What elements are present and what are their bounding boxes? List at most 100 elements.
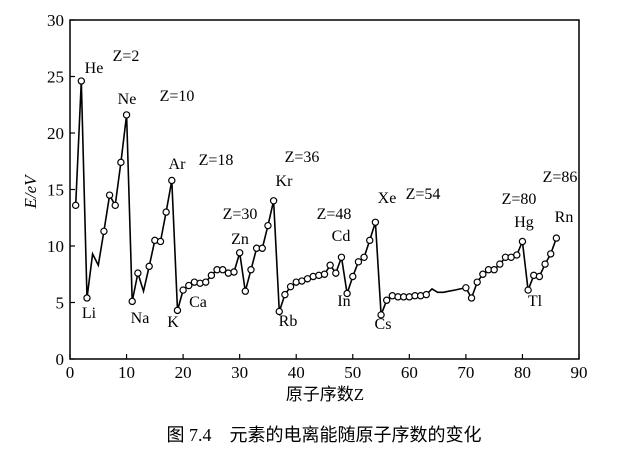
data-point bbox=[168, 176, 176, 185]
data-point bbox=[286, 282, 295, 291]
x-tick-label: 50 bbox=[344, 363, 361, 382]
element-label-rn: Rn bbox=[555, 209, 574, 226]
data-point bbox=[371, 218, 380, 226]
y-axis-ticks: 0 5 10 15 20 25 30 bbox=[47, 11, 75, 369]
data-point bbox=[235, 249, 244, 257]
element-label-he: He bbox=[85, 60, 104, 77]
data-point bbox=[122, 111, 131, 119]
data-point bbox=[71, 201, 80, 210]
data-point bbox=[320, 270, 329, 278]
y-tick-label: 20 bbox=[47, 124, 64, 143]
y-tick-label: 10 bbox=[47, 237, 64, 256]
data-point bbox=[247, 266, 255, 274]
data-point bbox=[83, 294, 91, 302]
data-point bbox=[218, 266, 227, 274]
z-annotations: Z=2 Z=10 Z=18 Z=30 Z=36 Z=48 Z=54 Z=80 Z=86 bbox=[113, 48, 578, 223]
data-point bbox=[100, 227, 108, 236]
data-point bbox=[128, 297, 136, 306]
element-label-ar: Ar bbox=[169, 156, 187, 173]
element-labels: He Li Ne Na Ar K Ca Zn Kr Rb Cd In Xe Cs Hg Tl Rn bbox=[82, 60, 573, 333]
data-point bbox=[258, 244, 266, 252]
data-point bbox=[275, 307, 283, 316]
data-point bbox=[360, 253, 368, 261]
data-point bbox=[349, 272, 357, 281]
data-point bbox=[377, 311, 385, 319]
data-point bbox=[383, 296, 391, 304]
element-label-ca: Ca bbox=[189, 294, 207, 311]
element-label-in: In bbox=[337, 293, 350, 310]
y-tick-label: 30 bbox=[47, 11, 64, 30]
data-point bbox=[518, 237, 527, 246]
z-annotation: Z=30 bbox=[223, 206, 258, 223]
data-point bbox=[145, 262, 153, 271]
element-label-cs: Cs bbox=[375, 316, 392, 333]
z-annotation: Z=10 bbox=[160, 88, 195, 105]
element-label-hg: Hg bbox=[514, 214, 534, 231]
x-tick-label: 70 bbox=[457, 363, 474, 382]
data-point bbox=[162, 208, 170, 216]
data-point bbox=[281, 290, 289, 299]
data-point bbox=[513, 251, 521, 259]
x-tick-label: 0 bbox=[66, 363, 75, 382]
data-point bbox=[354, 258, 363, 266]
data-point bbox=[156, 237, 165, 246]
data-point bbox=[77, 77, 86, 85]
data-point bbox=[547, 250, 555, 258]
data-point bbox=[264, 221, 272, 230]
data-point bbox=[524, 286, 532, 294]
z-annotation: Z=48 bbox=[317, 206, 352, 223]
y-tick-label: 0 bbox=[56, 350, 65, 369]
x-tick-label: 10 bbox=[118, 363, 135, 382]
data-point bbox=[479, 270, 487, 278]
data-point bbox=[366, 236, 374, 245]
data-point bbox=[343, 289, 351, 298]
z-annotation: Z=2 bbox=[113, 48, 140, 65]
x-tick-label: 30 bbox=[231, 363, 248, 382]
data-point bbox=[337, 253, 346, 261]
z-annotation: Z=80 bbox=[502, 191, 537, 208]
element-label-xe: Xe bbox=[378, 190, 397, 207]
x-tick-label: 60 bbox=[401, 363, 418, 382]
y-tick-label: 25 bbox=[47, 68, 64, 87]
series-markers bbox=[71, 77, 561, 319]
data-point bbox=[422, 290, 430, 299]
figure-caption: 图 7.4 元素的电离能随原子序数的变化 bbox=[167, 425, 482, 445]
data-point bbox=[230, 268, 238, 276]
data-point bbox=[111, 201, 119, 210]
data-point bbox=[241, 287, 250, 295]
x-tick-label: 80 bbox=[514, 363, 531, 382]
data-point bbox=[541, 260, 549, 268]
x-tick-label: 20 bbox=[175, 363, 192, 382]
y-tick-label: 15 bbox=[47, 181, 64, 200]
data-point bbox=[173, 306, 182, 315]
element-label-cd: Cd bbox=[332, 228, 351, 245]
element-label-li: Li bbox=[82, 305, 97, 322]
data-point bbox=[134, 269, 142, 277]
data-point bbox=[535, 272, 544, 281]
data-point bbox=[105, 191, 114, 199]
element-label-tl: Tl bbox=[528, 293, 543, 310]
x-tick-label: 90 bbox=[571, 363, 588, 382]
element-label-na: Na bbox=[131, 310, 150, 327]
z-annotation: Z=18 bbox=[199, 152, 234, 169]
x-axis-title: 原子序数Z bbox=[286, 385, 364, 404]
data-point bbox=[179, 286, 187, 294]
z-annotation: Z=86 bbox=[543, 169, 578, 186]
element-label-k: K bbox=[167, 314, 179, 331]
x-axis-ticks: 0 10 20 30 40 50 60 70 80 90 bbox=[66, 354, 588, 382]
data-point bbox=[326, 261, 334, 269]
plot-frame bbox=[69, 19, 580, 360]
series-line bbox=[74, 80, 558, 316]
data-point bbox=[473, 278, 481, 286]
element-label-rb: Rb bbox=[279, 313, 298, 330]
data-point bbox=[496, 260, 504, 268]
data-point bbox=[490, 266, 498, 274]
data-point bbox=[332, 269, 340, 277]
z-annotation: Z=36 bbox=[285, 149, 320, 166]
element-label-ne: Ne bbox=[118, 91, 137, 108]
element-label-kr: Kr bbox=[276, 173, 294, 190]
z-annotation: Z=54 bbox=[406, 186, 441, 203]
x-tick-label: 40 bbox=[288, 363, 305, 382]
y-tick-label: 5 bbox=[56, 294, 65, 313]
